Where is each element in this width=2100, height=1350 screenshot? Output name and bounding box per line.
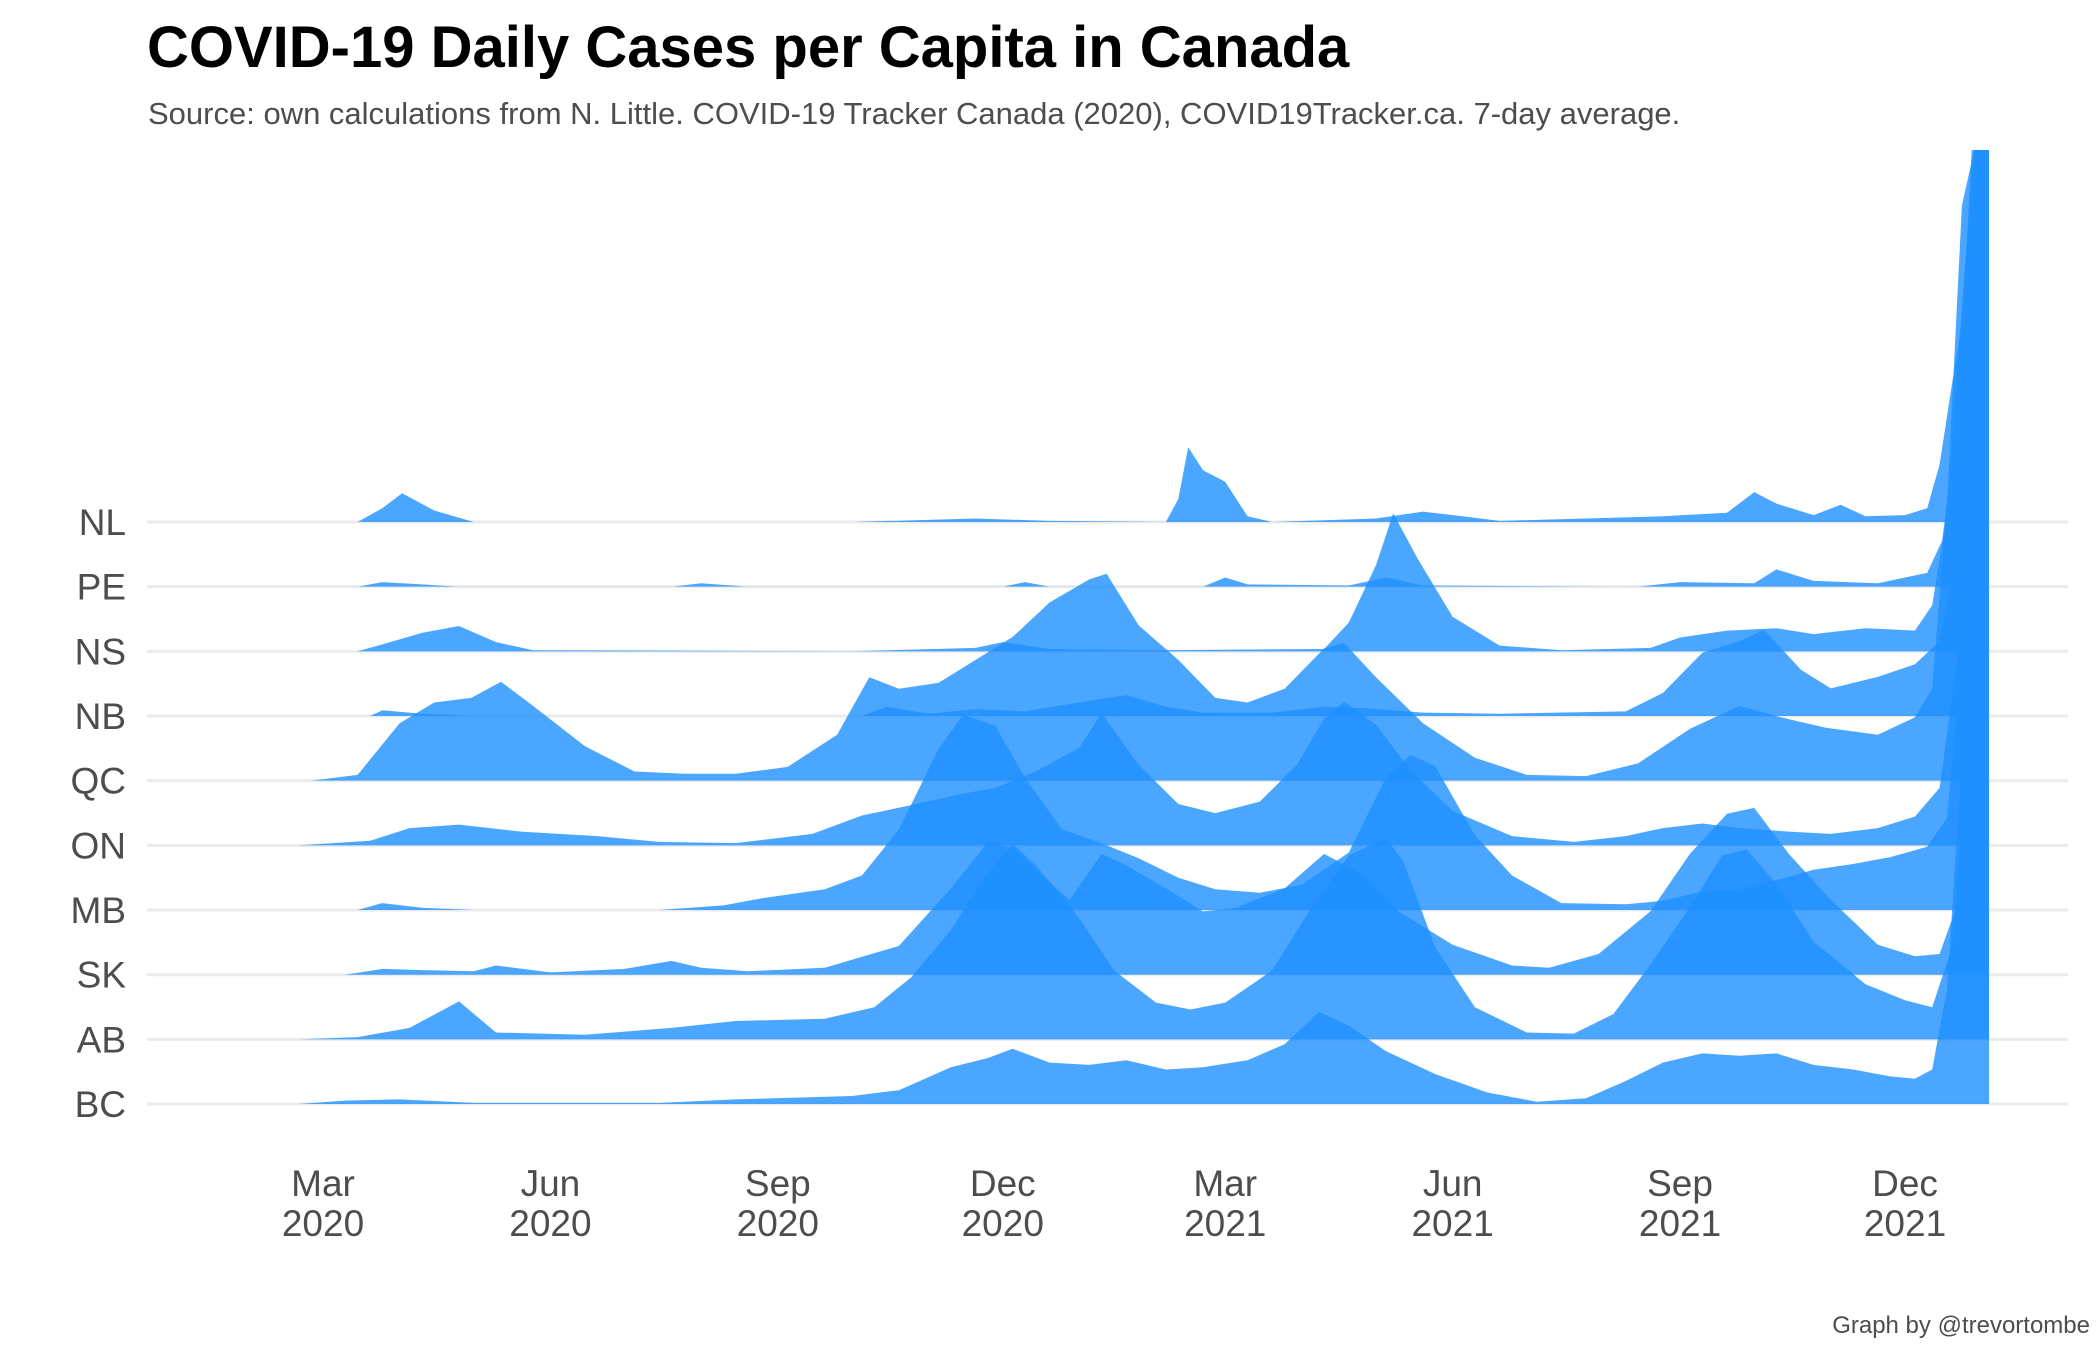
x-axis-labels: Mar 2020 Jun 2020 Sep 2020 Dec 2020 Mar 2021 Jun 20…: [282, 1163, 1946, 1244]
x-tick-label: Dec 2020: [962, 1163, 1044, 1244]
y-label-ns: NS: [75, 631, 126, 672]
y-label-bc: BC: [75, 1084, 126, 1125]
y-label-ab: AB: [77, 1019, 126, 1060]
x-tick-label: Sep 2021: [1639, 1163, 1721, 1244]
y-label-mb: MB: [71, 890, 127, 931]
area-ns: [357, 150, 1990, 652]
chart-caption: Graph by @trevortombe: [1832, 1312, 2090, 1339]
chart-subtitle: Source: own calculations from N. Little.…: [148, 96, 1681, 131]
y-label-nb: NB: [75, 696, 126, 737]
y-label-qc: QC: [71, 761, 127, 802]
x-tick-label: Jun 2021: [1411, 1163, 1493, 1244]
area-sk: [345, 457, 1990, 975]
chart-title: COVID-19 Daily Cases per Capita in Canad…: [147, 15, 1350, 80]
y-label-on: ON: [71, 825, 127, 866]
x-tick-label: Mar 2020: [282, 1163, 364, 1244]
y-axis-labels: NL PE NS NB QC ON MB SK AB BC: [71, 502, 127, 1125]
ridgeline-areas: [298, 150, 1990, 1105]
x-tick-label: Jun 2020: [509, 1163, 591, 1244]
y-label-pe: PE: [77, 567, 126, 608]
area-qc: [310, 150, 1990, 781]
x-tick-label: Sep 2020: [737, 1163, 819, 1244]
y-label-sk: SK: [77, 955, 127, 996]
y-label-nl: NL: [79, 502, 126, 543]
x-tick-label: Mar 2021: [1184, 1163, 1266, 1244]
x-tick-label: Dec 2021: [1864, 1163, 1946, 1244]
area-nl: [357, 150, 1990, 522]
